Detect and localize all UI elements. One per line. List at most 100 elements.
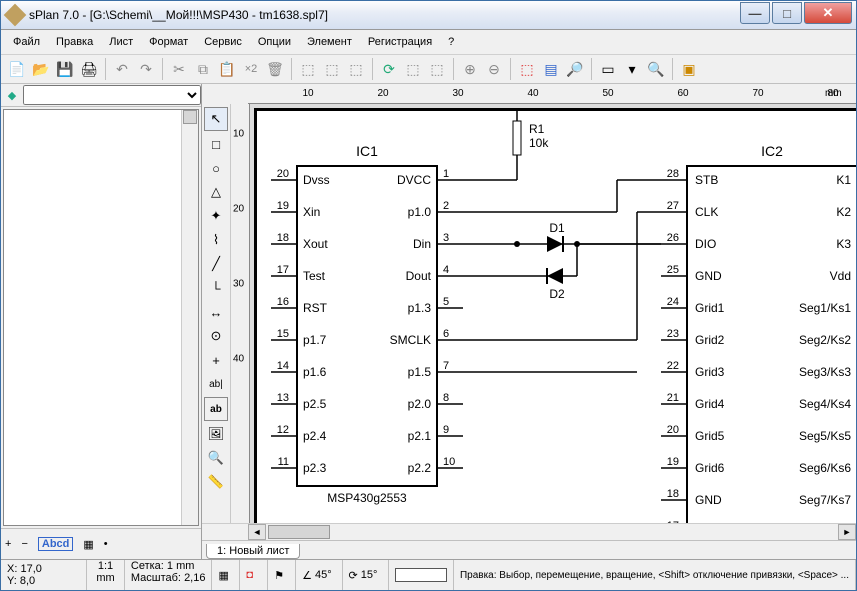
paste-icon[interactable]: 📋 (216, 58, 238, 80)
svg-text:13: 13 (277, 392, 289, 404)
menu-file[interactable]: Файл (5, 34, 48, 50)
open-icon[interactable]: 📂 (30, 58, 52, 80)
node-tool[interactable]: ⊙ (205, 325, 227, 347)
rotate-icon[interactable]: ⟳ (378, 58, 400, 80)
menu-service[interactable]: Сервис (196, 34, 250, 50)
save-icon[interactable]: 💾 (54, 58, 76, 80)
close-button[interactable]: ✕ (804, 2, 852, 24)
copy-icon[interactable]: ⧉ (192, 58, 214, 80)
ruler-corner (230, 84, 248, 104)
scroll-thumb[interactable] (268, 525, 330, 539)
grid-toggle-icon[interactable]: ▦ (212, 560, 240, 590)
svg-text:24: 24 (667, 296, 679, 308)
abcd-toggle[interactable]: Abcd (38, 537, 74, 551)
snap-icon[interactable]: ◘ (240, 560, 268, 590)
print-icon[interactable]: 🖨 (78, 58, 100, 80)
dim-tool[interactable]: ↔ (205, 301, 227, 323)
menu-register[interactable]: Регистрация (360, 34, 440, 50)
maximize-button[interactable]: □ (772, 2, 802, 24)
rect-icon[interactable]: ▭ (597, 58, 619, 80)
flipv-icon[interactable]: ⬚ (426, 58, 448, 80)
svg-text:8: 8 (443, 392, 449, 404)
poly-tool[interactable]: △ (205, 181, 227, 203)
dot-icon[interactable]: • (104, 538, 108, 550)
menu-options[interactable]: Опции (250, 34, 299, 50)
cut-icon[interactable]: ✂ (168, 58, 190, 80)
measure-tool[interactable]: 📏 (205, 471, 227, 493)
menu-help[interactable]: ? (440, 34, 462, 50)
svg-text:25: 25 (667, 264, 679, 276)
redo-icon[interactable]: ↷ (135, 58, 157, 80)
svg-text:22: 22 (667, 360, 679, 372)
library-icon[interactable]: ◆ (1, 84, 23, 106)
svg-text:Seg2/Ks2: Seg2/Ks2 (799, 333, 851, 347)
dup-icon[interactable]: ×2 (240, 58, 262, 80)
plus-icon[interactable]: + (5, 538, 11, 550)
grid-icon[interactable]: ▦ (83, 538, 93, 551)
svg-text:27: 27 (667, 200, 679, 212)
menu-element[interactable]: Элемент (299, 34, 360, 50)
svg-text:Xout: Xout (303, 237, 328, 251)
rect-tool[interactable]: □ (205, 133, 227, 155)
status-hint: Правка: Выбор, перемещение, вращение, <S… (454, 560, 856, 590)
select-icon[interactable]: ⬚ (516, 58, 538, 80)
zoom-icon[interactable]: 🔍 (645, 58, 667, 80)
menu-sheet[interactable]: Лист (101, 34, 141, 50)
wire-tool[interactable]: └ (205, 277, 227, 299)
svg-text:Grid4: Grid4 (695, 397, 725, 411)
scroll-right-button[interactable]: ► (838, 524, 856, 540)
minus-icon[interactable]: − (21, 538, 27, 550)
coord-x-value: 17,0 (20, 563, 41, 575)
ruler-tick: 70 (752, 88, 763, 99)
library-tree[interactable] (3, 109, 199, 526)
scroll-left-button[interactable]: ◄ (248, 524, 266, 540)
svg-text:18: 18 (667, 488, 679, 500)
library-dropdown[interactable] (23, 85, 201, 105)
text-tool[interactable]: ab (204, 397, 228, 421)
group-icon[interactable]: ⬚ (297, 58, 319, 80)
line-tool[interactable]: ╱ (205, 253, 227, 275)
main-toolbar: 📄 📂 💾 🖨 ↶ ↷ ✂ ⧉ 📋 ×2 🗑 ⬚ ⬚ ⬚ ⟳ ⬚ ⬚ ⊕ ⊖ ⬚… (1, 55, 856, 84)
curve-tool[interactable]: ⌇ (205, 229, 227, 251)
delete-icon[interactable]: 🗑 (264, 58, 286, 80)
svg-text:19: 19 (277, 200, 289, 212)
svg-text:28: 28 (667, 168, 679, 180)
svg-text:K1: K1 (836, 173, 851, 187)
status-bar: X: 17,0 Y: 8,0 1:1 mm Сетка: 1 mm Масшта… (1, 559, 856, 590)
menu-format[interactable]: Формат (141, 34, 196, 50)
svg-text:GND: GND (695, 269, 722, 283)
circle-tool[interactable]: ○ (205, 157, 227, 179)
new-icon[interactable]: 📄 (6, 58, 28, 80)
list-icon[interactable]: ▤ (540, 58, 562, 80)
menu-edit[interactable]: Правка (48, 34, 101, 50)
zoomout-icon[interactable]: ⊖ (483, 58, 505, 80)
library-bar: ◆ (1, 84, 201, 107)
ungroup-icon[interactable]: ⬚ (321, 58, 343, 80)
canvas-h-scrollbar[interactable]: ◄ ► (202, 523, 856, 540)
svg-text:6: 6 (443, 328, 449, 340)
svg-text:17: 17 (667, 520, 679, 523)
pointer-tool[interactable]: ↖ (204, 107, 228, 131)
flag-icon[interactable]: ⚑ (268, 560, 296, 590)
find-icon[interactable]: 🔎 (564, 58, 586, 80)
ruler-tick: 10 (302, 88, 313, 99)
library-scrollbar[interactable] (181, 110, 198, 525)
color-swatch[interactable] (389, 560, 454, 590)
image-tool[interactable]: 🖼 (205, 423, 227, 445)
align-icon[interactable]: ⬚ (345, 58, 367, 80)
minimize-button[interactable]: — (740, 2, 770, 24)
fliph-icon[interactable]: ⬚ (402, 58, 424, 80)
zoomin-icon[interactable]: ⊕ (459, 58, 481, 80)
dd-icon[interactable]: ▾ (621, 58, 643, 80)
run-icon[interactable]: ▣ (678, 58, 700, 80)
label-tool[interactable]: ab| (205, 373, 227, 395)
zoom-tool[interactable]: 🔍 (205, 447, 227, 469)
special-tool[interactable]: ✦ (205, 205, 227, 227)
ruler-tick: 30 (452, 88, 463, 99)
tab-number: 1: (217, 545, 226, 557)
title-bar: sPlan 7.0 - [G:\Schemi\__Мой!!!\MSP430 -… (1, 1, 856, 30)
junction-tool[interactable]: + (205, 349, 227, 371)
undo-icon[interactable]: ↶ (111, 58, 133, 80)
sheet-tab[interactable]: 1: Новый лист (206, 544, 300, 559)
drawing-viewport[interactable]: IC120Dvss19Xin18Xout17Test16RST15p1.714p… (250, 104, 856, 523)
